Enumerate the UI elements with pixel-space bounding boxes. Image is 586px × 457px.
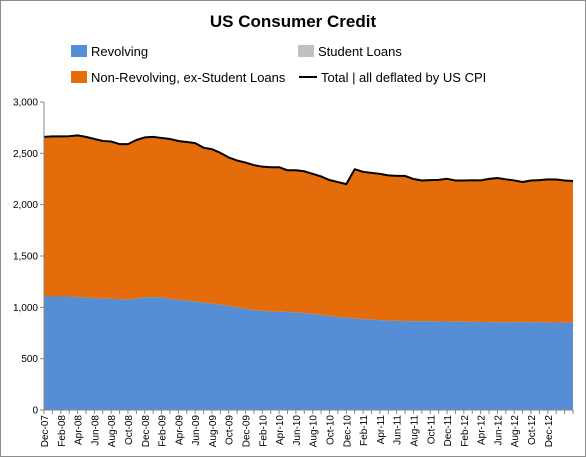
y-tick-label: 0 — [32, 406, 38, 417]
x-tick-label: Aug-12 — [510, 415, 521, 448]
area-non-revolving — [44, 135, 573, 323]
legend-label-revolving: Revolving — [91, 44, 148, 59]
y-tick-label: 2,500 — [13, 149, 38, 160]
y-tick-label: 3,000 — [13, 98, 38, 109]
y-tick-label: 2,000 — [13, 200, 38, 211]
x-tick-label: Oct-10 — [325, 415, 336, 445]
x-tick-label: Dec-10 — [342, 415, 353, 448]
x-tick-label: Aug-08 — [107, 415, 118, 448]
x-tick-label: Apr-09 — [174, 415, 185, 445]
x-tick-label: Feb-12 — [460, 415, 471, 447]
legend: Revolving Student Loans Non-Revolving, e… — [71, 44, 486, 85]
legend-label-student-loans: Student Loans — [318, 44, 402, 59]
x-tick-label: Feb-11 — [359, 415, 370, 446]
legend-swatch-non-revolving — [71, 71, 87, 83]
x-tick-label: Apr-12 — [477, 415, 488, 445]
x-tick-label: Jun-10 — [292, 415, 303, 446]
x-tick-label: Oct-12 — [527, 415, 538, 445]
legend-swatch-revolving — [71, 45, 87, 57]
plot-area — [43, 134, 574, 410]
x-tick-label: Aug-10 — [309, 415, 320, 448]
x-tick-label: Jun-09 — [191, 415, 202, 446]
x-tick-label: Jun-08 — [90, 415, 101, 446]
y-tick-label: 1,000 — [13, 303, 38, 314]
x-tick-label: Jun-11 — [393, 415, 404, 445]
x-tick-label: Dec-08 — [141, 415, 152, 448]
area-revolving — [44, 296, 573, 410]
x-tick-label: Oct-08 — [124, 415, 135, 445]
x-tick-label: Feb-08 — [57, 415, 68, 447]
x-tick-label: Feb-10 — [258, 415, 269, 447]
y-tick-label: 1,500 — [13, 252, 38, 263]
x-tick-label: Aug-11 — [409, 415, 420, 447]
x-tick-label: Dec-11 — [443, 415, 454, 447]
line-total — [43, 134, 574, 186]
x-tick-label: Aug-09 — [208, 415, 219, 448]
legend-swatch-student-loans — [298, 45, 314, 57]
x-tick-label: Jun-12 — [493, 415, 504, 446]
y-tick-label: 500 — [21, 354, 38, 365]
x-tick-label: Dec-12 — [544, 415, 555, 448]
legend-label-non-revolving: Non-Revolving, ex-Student Loans — [91, 70, 286, 85]
x-tick-label: Apr-08 — [74, 415, 85, 445]
x-tick-label: Apr-10 — [275, 415, 286, 445]
x-tick-label: Feb-09 — [158, 415, 169, 447]
x-tick-label: Dec-09 — [242, 415, 253, 448]
axes: 0 500 1,000 1,500 2,000 2,500 3,000 Dec-07 Feb-0… — [13, 98, 574, 448]
x-tick-label: Apr-11 — [376, 415, 387, 445]
x-tick-label: Dec-07 — [40, 415, 51, 448]
legend-label-total: Total | all deflated by US CPI — [321, 70, 486, 85]
x-tick-label: Oct-11 — [426, 415, 437, 445]
x-tick-label: Oct-09 — [225, 415, 236, 445]
chart-title: US Consumer Credit — [210, 12, 377, 31]
